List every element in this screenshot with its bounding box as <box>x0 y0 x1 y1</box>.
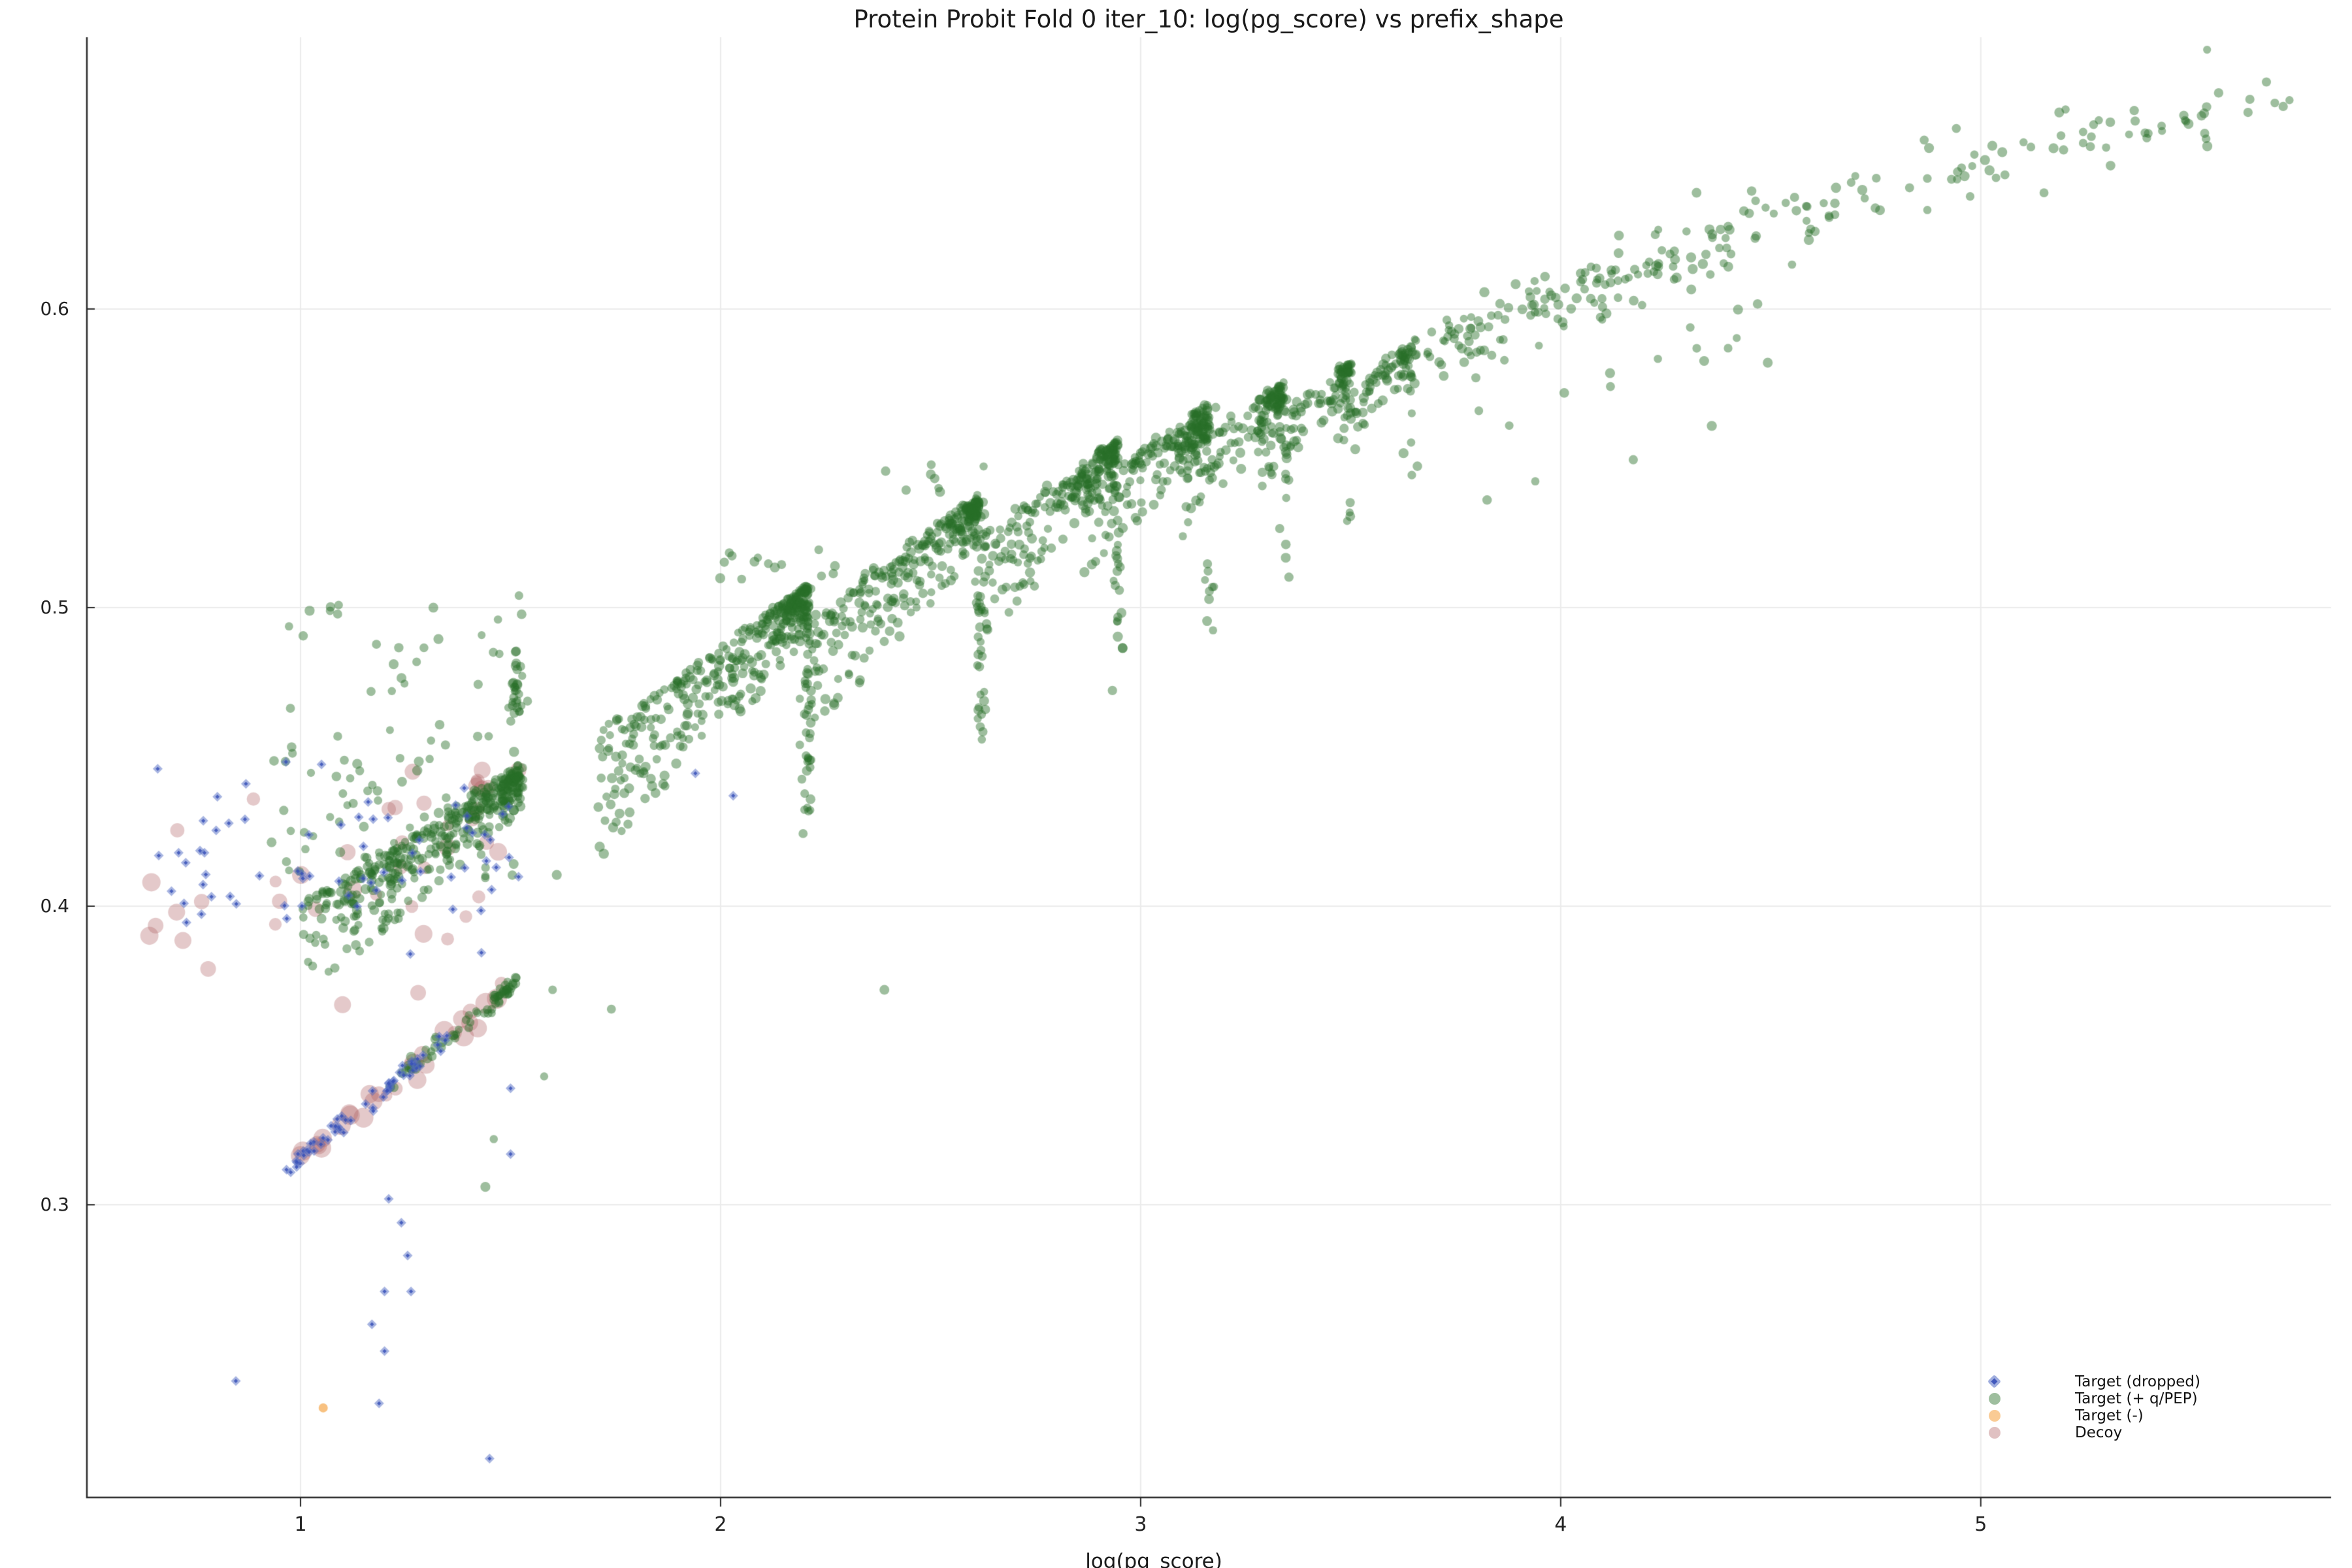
circle-marker-icon <box>1987 1426 2002 1440</box>
x-tick-2: 2 <box>714 1513 727 1536</box>
legend-row-3: Decoy <box>1987 1424 2200 1441</box>
x-tick-3: 3 <box>1134 1513 1147 1536</box>
y-tick-0.5: 0.5 <box>40 596 69 618</box>
x-tick-5: 5 <box>1974 1513 1987 1536</box>
legend: Target (dropped) Target (+ q/PEP) Target (… <box>1987 1373 2200 1441</box>
y-tick-0.4: 0.4 <box>40 895 69 917</box>
legend-label: Target (-) <box>2075 1407 2144 1424</box>
legend-row-0: Target (dropped) <box>1987 1373 2200 1390</box>
legend-label: Target (dropped) <box>2075 1373 2200 1390</box>
circle-marker-icon <box>1987 1392 2002 1406</box>
legend-label: Decoy <box>2075 1424 2123 1441</box>
x-axis-label: log(pg_score) <box>1085 1550 1222 1568</box>
x-tick-4: 4 <box>1554 1513 1567 1536</box>
y-tick-0.6: 0.6 <box>40 297 69 319</box>
legend-row-1: Target (+ q/PEP) <box>1987 1390 2200 1407</box>
chart-title: Protein Probit Fold 0 iter_10: log(pg_sc… <box>853 5 1564 33</box>
y-tick-0.3: 0.3 <box>40 1194 69 1216</box>
x-tick-1: 1 <box>294 1513 307 1536</box>
diamond-marker-icon <box>1987 1374 2002 1389</box>
circle-marker-icon <box>1987 1409 2002 1423</box>
legend-label: Target (+ q/PEP) <box>2075 1390 2198 1407</box>
legend-row-2: Target (-) <box>1987 1407 2200 1424</box>
